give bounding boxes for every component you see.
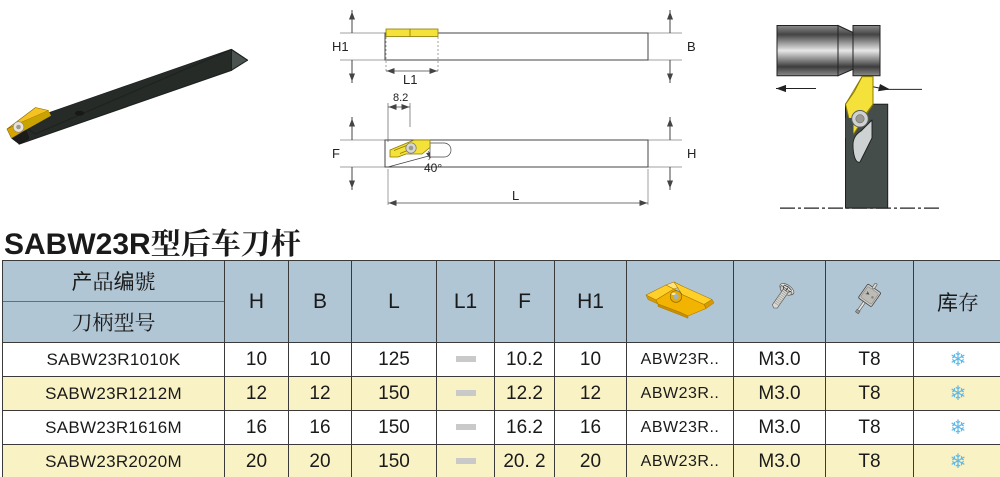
svg-text:L1: L1 — [403, 72, 417, 87]
svg-text:L: L — [512, 188, 519, 203]
svg-text:40°: 40° — [424, 161, 442, 175]
svg-text:B: B — [687, 39, 696, 54]
svg-text:8.2: 8.2 — [393, 92, 408, 104]
svg-text:F: F — [332, 146, 340, 161]
svg-text:H: H — [687, 146, 696, 161]
svg-text:H1: H1 — [332, 39, 349, 54]
